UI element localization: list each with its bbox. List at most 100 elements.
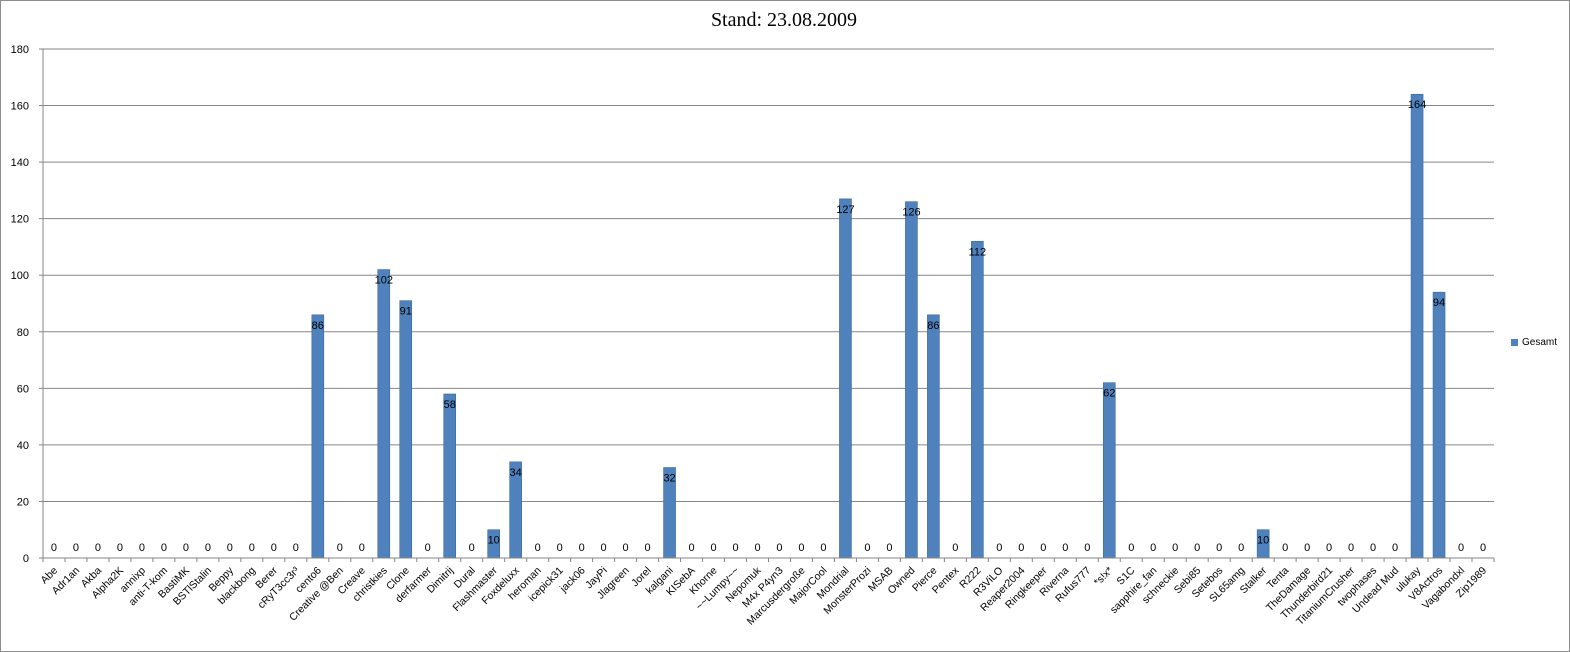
data-label: 94 [1433,297,1445,309]
data-label: 0 [95,542,101,554]
bar [839,198,852,559]
data-label: 0 [359,542,365,554]
data-label: 0 [205,542,211,554]
data-label: 0 [798,542,804,554]
data-label: 0 [1238,542,1244,554]
data-label: 0 [1216,542,1222,554]
data-label: 0 [710,542,716,554]
data-label: 10 [488,535,500,547]
bar [443,393,457,559]
x-tick-label: *s!x* [1092,565,1116,589]
data-label: 86 [312,320,324,332]
data-label: 0 [754,542,760,554]
y-axis-ticks: 0 20 40 60 80 100 120 140 160 180 [11,44,43,565]
data-label: 0 [469,542,475,554]
data-label: 0 [249,542,255,554]
data-label: 0 [117,542,123,554]
bar [377,269,391,559]
data-label: 112 [969,246,987,258]
data-label: 0 [271,542,277,554]
bar [1102,382,1116,559]
y-tick-label: 60 [17,383,29,395]
data-label: 0 [139,542,145,554]
data-label: 127 [836,204,854,216]
data-label: 86 [927,320,939,332]
data-label: 0 [1348,542,1354,554]
data-label: 126 [902,207,920,219]
data-label: 0 [820,542,826,554]
bar [905,201,918,559]
bar [971,240,984,559]
data-label: 0 [601,542,607,554]
data-label: 0 [952,542,958,554]
data-label: 0 [776,542,782,554]
data-label: 0 [996,542,1002,554]
legend-label: Gesamt [1522,337,1558,348]
data-label: 0 [161,542,167,554]
data-label: 91 [400,306,412,318]
data-label: 0 [1018,542,1024,554]
data-label: 0 [579,542,585,554]
y-tick-label: 20 [17,496,29,508]
chart-title: Stand: 23.08.2009 [710,9,858,31]
data-label: 0 [1458,542,1464,554]
data-label: 0 [864,542,870,554]
bars [311,93,1446,559]
data-label: 0 [1480,542,1486,554]
axes [42,49,1494,559]
data-label: 0 [1150,542,1156,554]
data-label: 0 [1194,542,1200,554]
y-tick-label: 140 [11,157,29,169]
data-label: 32 [663,473,675,485]
data-label: 0 [1370,542,1376,554]
data-label: 164 [1408,99,1426,111]
y-tick-label: 120 [11,214,29,226]
data-label: 0 [1172,542,1178,554]
data-labels: 0 0 0 0 0 0 0 0 0 0 0 0 86 0 0 102 91 0 58 0 10 34 0 0 0 0 0 0 32 0 0 0… [51,99,1486,554]
y-tick-label: 80 [17,327,29,339]
data-label: 0 [73,542,79,554]
legend-swatch [1511,339,1518,346]
data-label: 0 [1392,542,1398,554]
data-label: 0 [227,542,233,554]
bar [311,314,325,559]
y-tick-label: 180 [11,44,29,56]
data-label: 0 [688,542,694,554]
data-label: 0 [1282,542,1288,554]
data-label: 0 [51,542,57,554]
data-label: 0 [886,542,892,554]
data-label: 0 [1062,542,1068,554]
data-label: 0 [623,542,629,554]
data-label: 0 [645,542,651,554]
data-label: 10 [1257,535,1269,547]
bar [927,314,940,559]
y-tick-label: 100 [11,270,29,282]
data-label: 0 [1084,542,1090,554]
x-axis-ticks: AbeAdr1anAkbaAlpha2Kannixpanti-T-komBast… [38,558,1495,628]
y-tick-label: 0 [23,553,29,565]
data-label: 34 [510,467,522,479]
data-label: 62 [1103,388,1115,400]
y-tick-label: 40 [17,440,29,452]
data-label: 0 [1304,542,1310,554]
data-label: 0 [1040,542,1046,554]
data-label: 0 [535,542,541,554]
data-label: 0 [425,542,431,554]
legend: Gesamt [1511,337,1557,348]
bar [1432,291,1446,559]
data-label: 0 [293,542,299,554]
data-label: 58 [444,399,456,411]
data-label: 0 [337,542,343,554]
gridlines [43,48,1494,502]
data-label: 0 [1128,542,1134,554]
data-label: 0 [1326,542,1332,554]
data-label: 0 [183,542,189,554]
y-tick-label: 160 [11,101,29,113]
bar [399,300,413,559]
data-label: 0 [732,542,738,554]
data-label: 102 [375,275,393,287]
bar [1410,93,1424,559]
data-label: 0 [557,542,563,554]
